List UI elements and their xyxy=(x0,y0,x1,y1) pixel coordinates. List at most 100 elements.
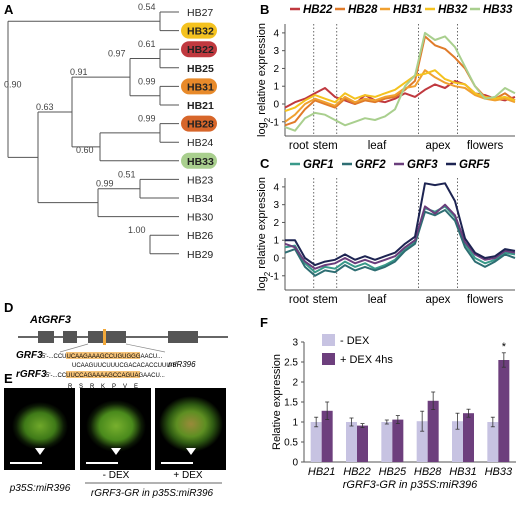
mir396-label: miR396 xyxy=(168,360,196,369)
y-tick-label: 2.5 xyxy=(284,358,298,369)
support-value: 0.60 xyxy=(76,145,94,155)
series-line-grf3 xyxy=(284,203,516,270)
y-tick-label: -1 xyxy=(270,117,279,128)
relative-expression-bar-chart: 0 0.5 1 1.5 2 2.5 3 Relative expression HB21 HB22… xyxy=(271,334,516,491)
seq-highlight-2 xyxy=(66,371,140,378)
support-value: 1.00 xyxy=(128,225,146,235)
bar-hb22-plus xyxy=(357,425,368,462)
tree-leaf-label: HB24 xyxy=(187,137,213,149)
leaf-highlight xyxy=(181,41,217,58)
scale-bar-1 xyxy=(10,462,42,464)
exon-4 xyxy=(168,331,198,343)
grf3-row-label: GRF3 xyxy=(16,350,43,361)
amino-acid: S xyxy=(79,384,83,390)
y-tick-label: 4 xyxy=(273,182,279,193)
bar-hb31-minus xyxy=(452,421,463,462)
photo-arrow-2 xyxy=(111,448,121,455)
y-axis-label: Relative expression xyxy=(271,354,283,450)
y-axis-label: log2 relative expression xyxy=(256,23,272,137)
tree-leaf-label: HB28 xyxy=(187,119,214,131)
bar-hb33-minus xyxy=(487,422,499,462)
y-tick-label: 4 xyxy=(273,28,279,39)
region-label: root xyxy=(289,294,310,306)
x-axis-label: rGRF3-GR in p35S:miR396 xyxy=(343,479,478,491)
legend-label: GRF1 xyxy=(303,159,334,171)
panel-letter-b: B xyxy=(260,2,269,17)
category-label: HB33 xyxy=(485,466,513,478)
support-value: 0.51 xyxy=(118,169,136,179)
support-value: 0.90 xyxy=(4,79,22,89)
y-tick-label: 1 xyxy=(292,418,298,429)
zoom-line-right xyxy=(125,343,166,353)
gene-name: AtGRF3 xyxy=(29,314,71,326)
mir396-sequence: UCAAGUUCUUUCGACACACCUUU-5' xyxy=(72,363,177,369)
panel-letter-d: D xyxy=(4,300,13,315)
y-tick-label: 0.5 xyxy=(284,438,298,449)
tree-leaf-label: HB26 xyxy=(187,230,213,242)
panel-letter-a: A xyxy=(4,2,14,17)
series-line-hb33 xyxy=(284,31,516,132)
tree-leaf-label: HB30 xyxy=(187,212,213,224)
scale-bar-3 xyxy=(161,462,193,464)
rgrf3-sequence: 5'-...CCUUCCAGAAAAGCCAGUAGAACU... xyxy=(46,373,165,379)
amino-acid: R xyxy=(90,384,95,390)
y-tick-label: 2 xyxy=(273,218,279,229)
region-label: flowers xyxy=(467,140,504,152)
grf3-gene-diagram: AtGRF3 GRF3 5'-...CCUUCAAGAAAGCCUGUGGGAA… xyxy=(16,314,228,390)
y-tick-label: 1 xyxy=(273,82,279,93)
photo-caption-control: p35S:miR396 xyxy=(9,483,71,494)
series-line-grf1 xyxy=(284,205,516,274)
tree-leaf-label: HB33 xyxy=(187,156,214,168)
leaf-highlight xyxy=(181,115,217,132)
support-value: 0.99 xyxy=(138,76,156,86)
amino-acid: K xyxy=(101,384,105,390)
y-tick-label: 0 xyxy=(273,254,279,265)
plant-photo-control xyxy=(4,388,75,470)
amino-acid: P xyxy=(112,384,116,390)
legend-label: GRF3 xyxy=(407,159,438,171)
phylogenetic-tree: 0.54 0.61 0.97 0.99 0.91 0.99 0.60 0.63 0.51 0.99… xyxy=(4,2,217,261)
y-axis-label: log2 relative expression xyxy=(256,177,272,291)
legend-label: HB28 xyxy=(348,4,378,16)
panel-letter-f: F xyxy=(260,315,268,330)
amino-acid: R xyxy=(68,384,73,390)
region-label: leaf xyxy=(368,140,387,152)
support-value: 0.99 xyxy=(96,179,114,189)
tree-leaf-label: HB31 xyxy=(187,81,214,93)
bar-hb25-minus xyxy=(381,422,393,462)
tree-leaf-label: HB23 xyxy=(187,174,213,186)
exon-1 xyxy=(38,331,54,343)
legend-swatch xyxy=(322,334,335,346)
support-value: 0.91 xyxy=(70,67,88,77)
y-tick-label: 0 xyxy=(292,458,298,469)
y-tick-label: 3 xyxy=(273,46,279,57)
leaf-highlight xyxy=(181,152,217,169)
panel-letter-e: E xyxy=(4,371,13,386)
bar-hb28-plus xyxy=(427,400,439,462)
leaf-highlight xyxy=(181,22,217,39)
grf3-sequence: 5'-...CCUUCAAGAAAGCCUGUGGGAACU... xyxy=(42,354,162,360)
category-label: HB28 xyxy=(414,466,442,478)
plant-photo-minus-dex xyxy=(80,388,151,470)
tree-leaf-label: HB32 xyxy=(187,26,214,38)
photo-caption-plus-dex: + DEX xyxy=(173,470,203,481)
support-value: 0.97 xyxy=(108,49,126,59)
amino-acid: V xyxy=(123,384,127,390)
mir396-target-site xyxy=(103,329,106,345)
y-tick-label: 3 xyxy=(273,200,279,211)
region-label: flowers xyxy=(467,294,504,306)
legend-label: + DEX 4hs xyxy=(340,354,393,366)
tree-leaf-label: HB29 xyxy=(187,249,213,261)
amino-acid: E xyxy=(134,384,138,390)
region-label: leaf xyxy=(368,294,387,306)
panel-letter-c: C xyxy=(260,156,270,171)
photo-caption-minus-dex: - DEX xyxy=(103,470,130,481)
tree-leaf-label: HB27 xyxy=(187,7,213,19)
category-label: HB25 xyxy=(379,466,407,478)
series-line-hb28 xyxy=(284,35,516,127)
support-value: 0.99 xyxy=(138,114,156,124)
leaf-highlight xyxy=(181,78,217,95)
